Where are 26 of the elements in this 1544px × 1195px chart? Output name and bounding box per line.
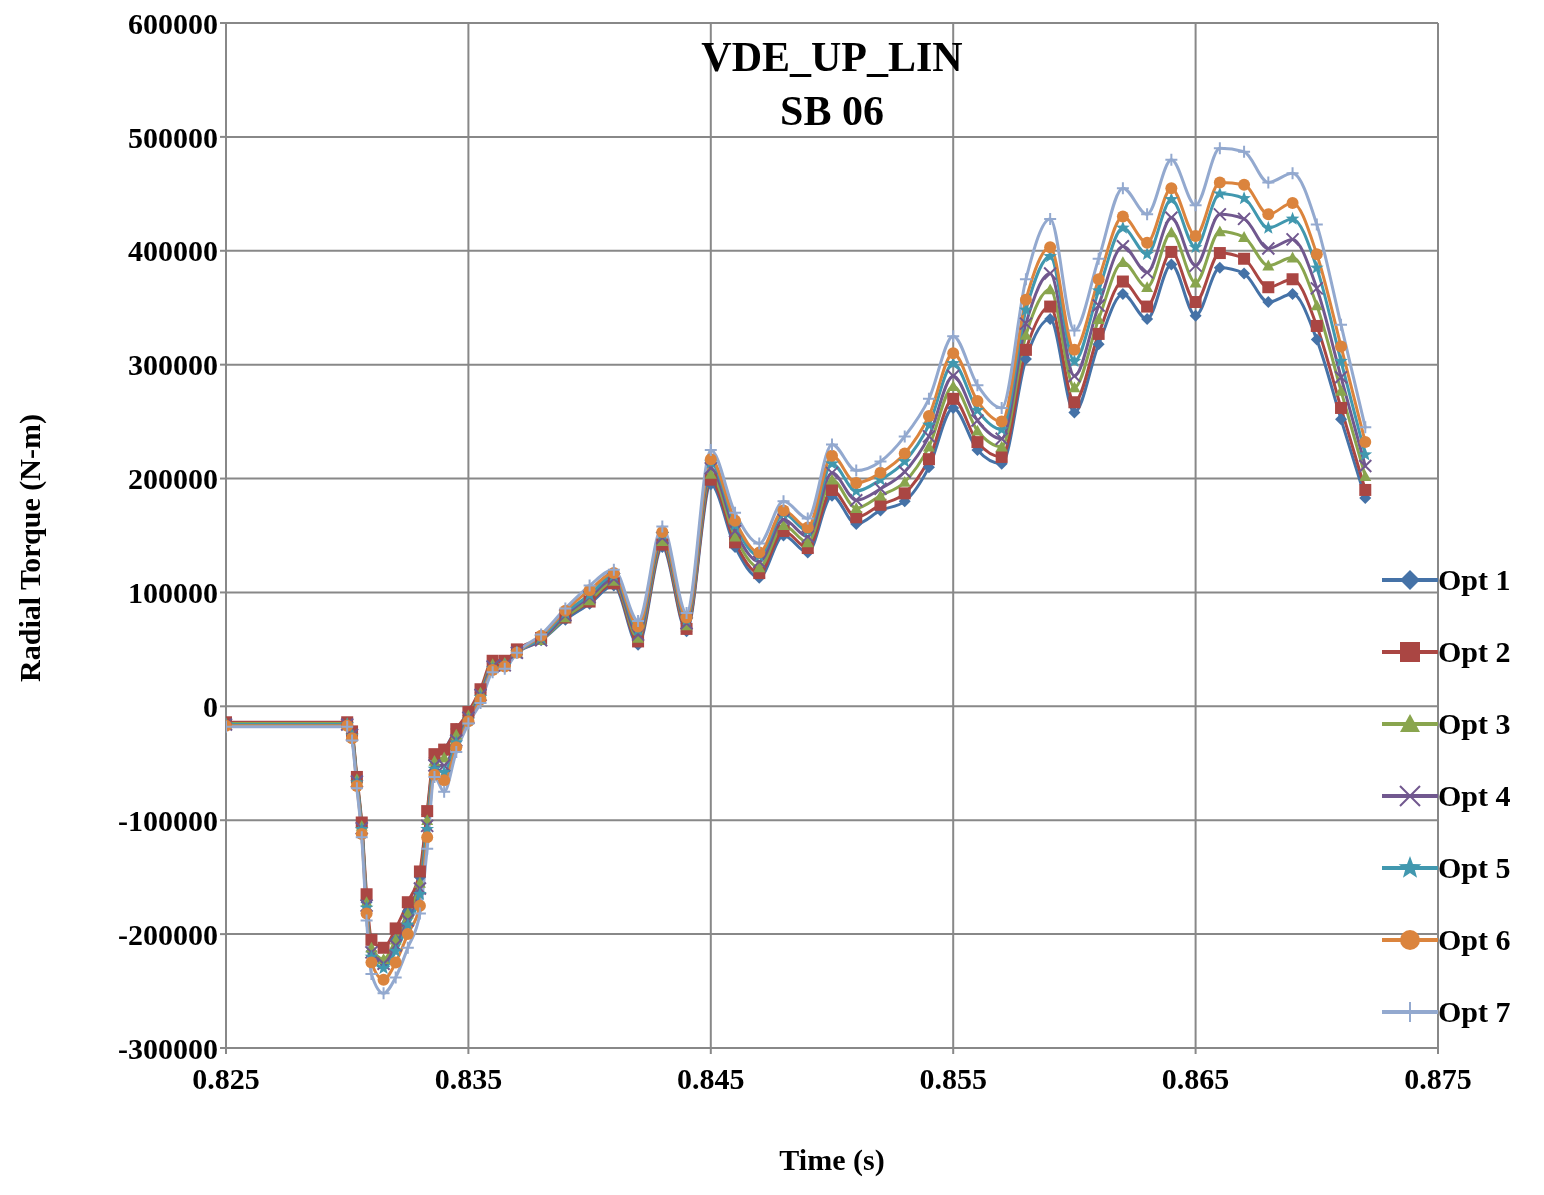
y-tick-label: 100000 [128, 576, 218, 610]
y-tick-label: -100000 [118, 803, 218, 837]
legend-label: Opt 5 [1438, 851, 1511, 885]
legend-label: Opt 2 [1438, 635, 1511, 669]
text: VDE_UP_LIN SB 06 [700, 33, 964, 136]
x-axis-title: Time (s) [779, 1143, 885, 1177]
x-tick-label: 0.825 [192, 1062, 260, 1096]
y-tick-label: 200000 [128, 462, 218, 496]
y-axis-title: Radial Torque (N-m) [13, 414, 47, 682]
legend-label: Opt 7 [1438, 995, 1511, 1029]
legend-label: Opt 3 [1438, 707, 1511, 741]
y-tick-label: 500000 [128, 120, 218, 154]
y-tick-label: 0 [203, 689, 218, 723]
legend-label: Opt 4 [1438, 779, 1511, 813]
y-tick-label: 600000 [128, 6, 218, 40]
y-tick-label: 400000 [128, 234, 218, 268]
legend-label: Opt 6 [1438, 923, 1511, 957]
x-tick-label: 0.865 [1161, 1062, 1230, 1096]
x-tick-label: 0.855 [919, 1062, 987, 1096]
y-tick-label: -300000 [118, 1031, 218, 1065]
y-tick-label: -200000 [118, 917, 218, 951]
legend-label: Opt 1 [1438, 563, 1511, 597]
x-tick-label: 0.835 [434, 1062, 503, 1096]
x-tick-label: 0.845 [677, 1062, 745, 1096]
x-tick-label: 0.875 [1404, 1062, 1472, 1096]
y-tick-label: 300000 [128, 348, 218, 382]
